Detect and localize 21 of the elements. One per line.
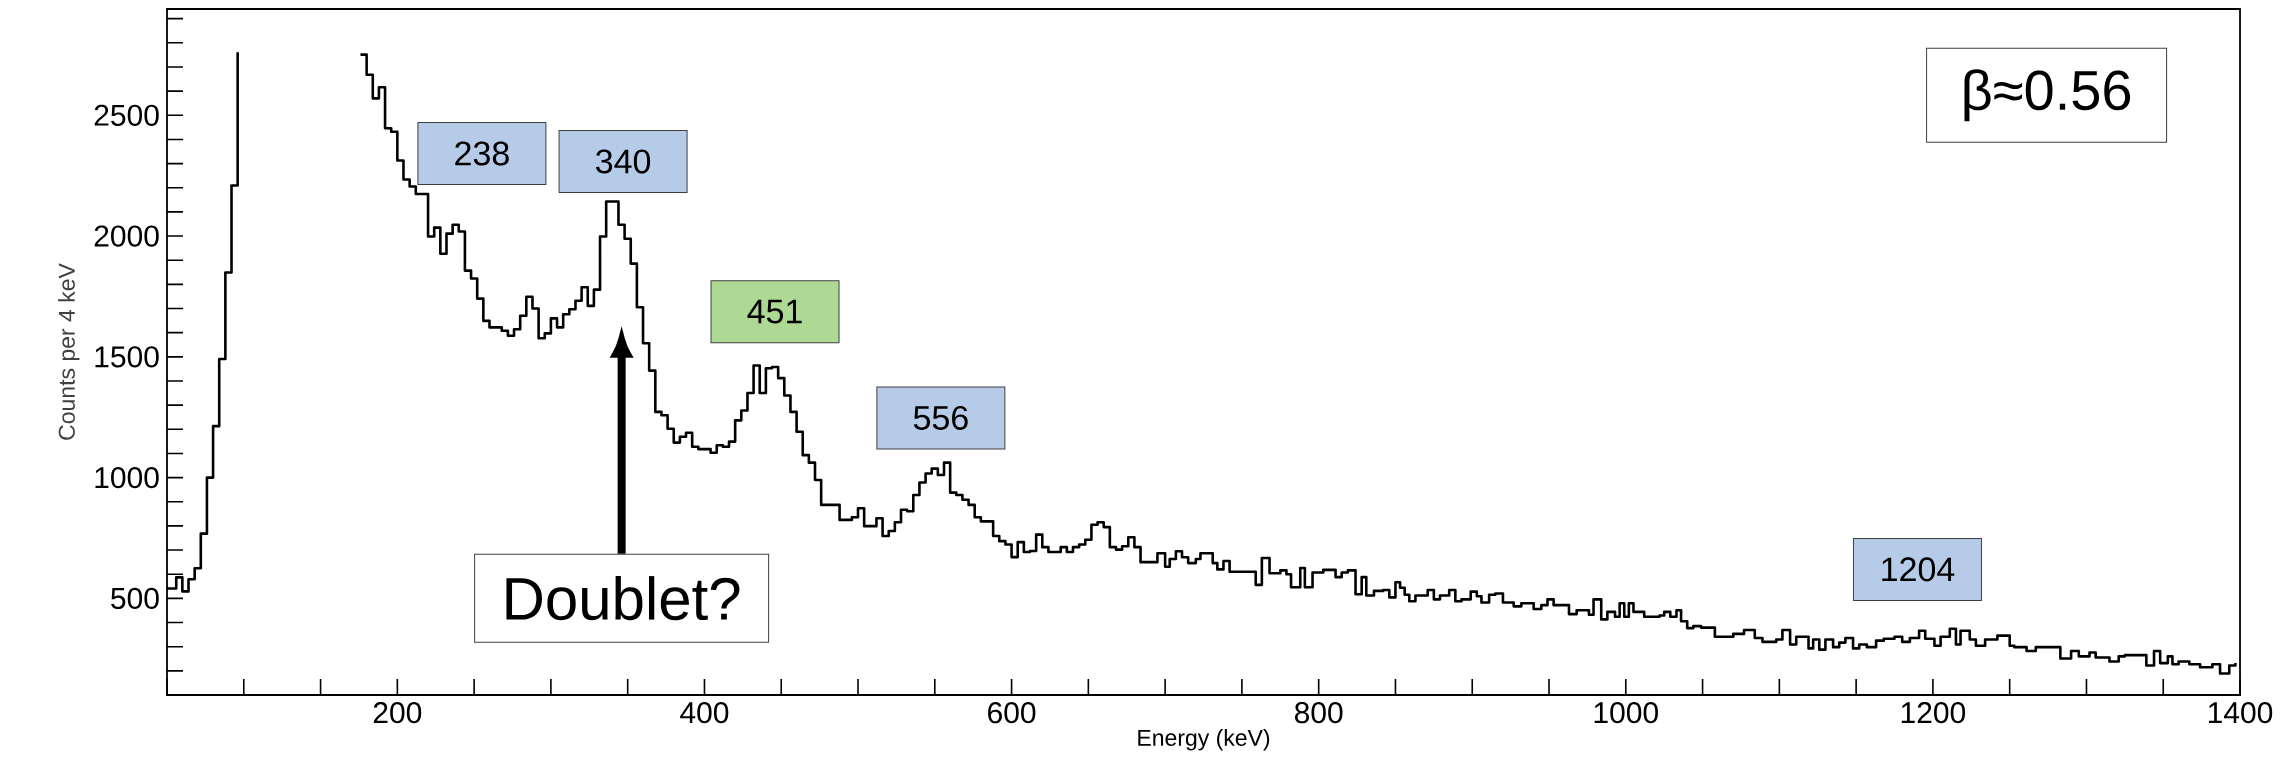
annotation: β≈0.56 — [1964, 69, 2131, 122]
y-axis-title: Counts per 4 keV — [58, 263, 80, 440]
annotation: 238 — [455, 141, 509, 166]
annotation: 1204 — [1882, 557, 1955, 582]
y-tick-label: 1000 — [95, 466, 159, 489]
x-tick-label: 600 — [988, 702, 1036, 724]
x-tick-label: 400 — [680, 702, 729, 724]
x-tick-label: 1400 — [2208, 702, 2273, 724]
x-axis-title: Energy (keV) — [1138, 729, 1270, 751]
y-tick-label: 1500 — [95, 346, 159, 368]
annotation: 556 — [913, 405, 968, 430]
x-tick-label: 800 — [1294, 702, 1343, 724]
x-tick-label: 200 — [373, 702, 422, 724]
annotation: Doublet? — [506, 576, 740, 621]
y-tick-label: 500 — [111, 587, 159, 609]
annotation: 451 — [747, 299, 802, 324]
y-tick-label: 2500 — [94, 104, 159, 126]
x-tick-label: 1200 — [1901, 702, 1966, 724]
y-tick-label: 2000 — [94, 225, 159, 247]
x-tick-label: 1000 — [1594, 702, 1658, 724]
annotation: 340 — [596, 149, 651, 174]
